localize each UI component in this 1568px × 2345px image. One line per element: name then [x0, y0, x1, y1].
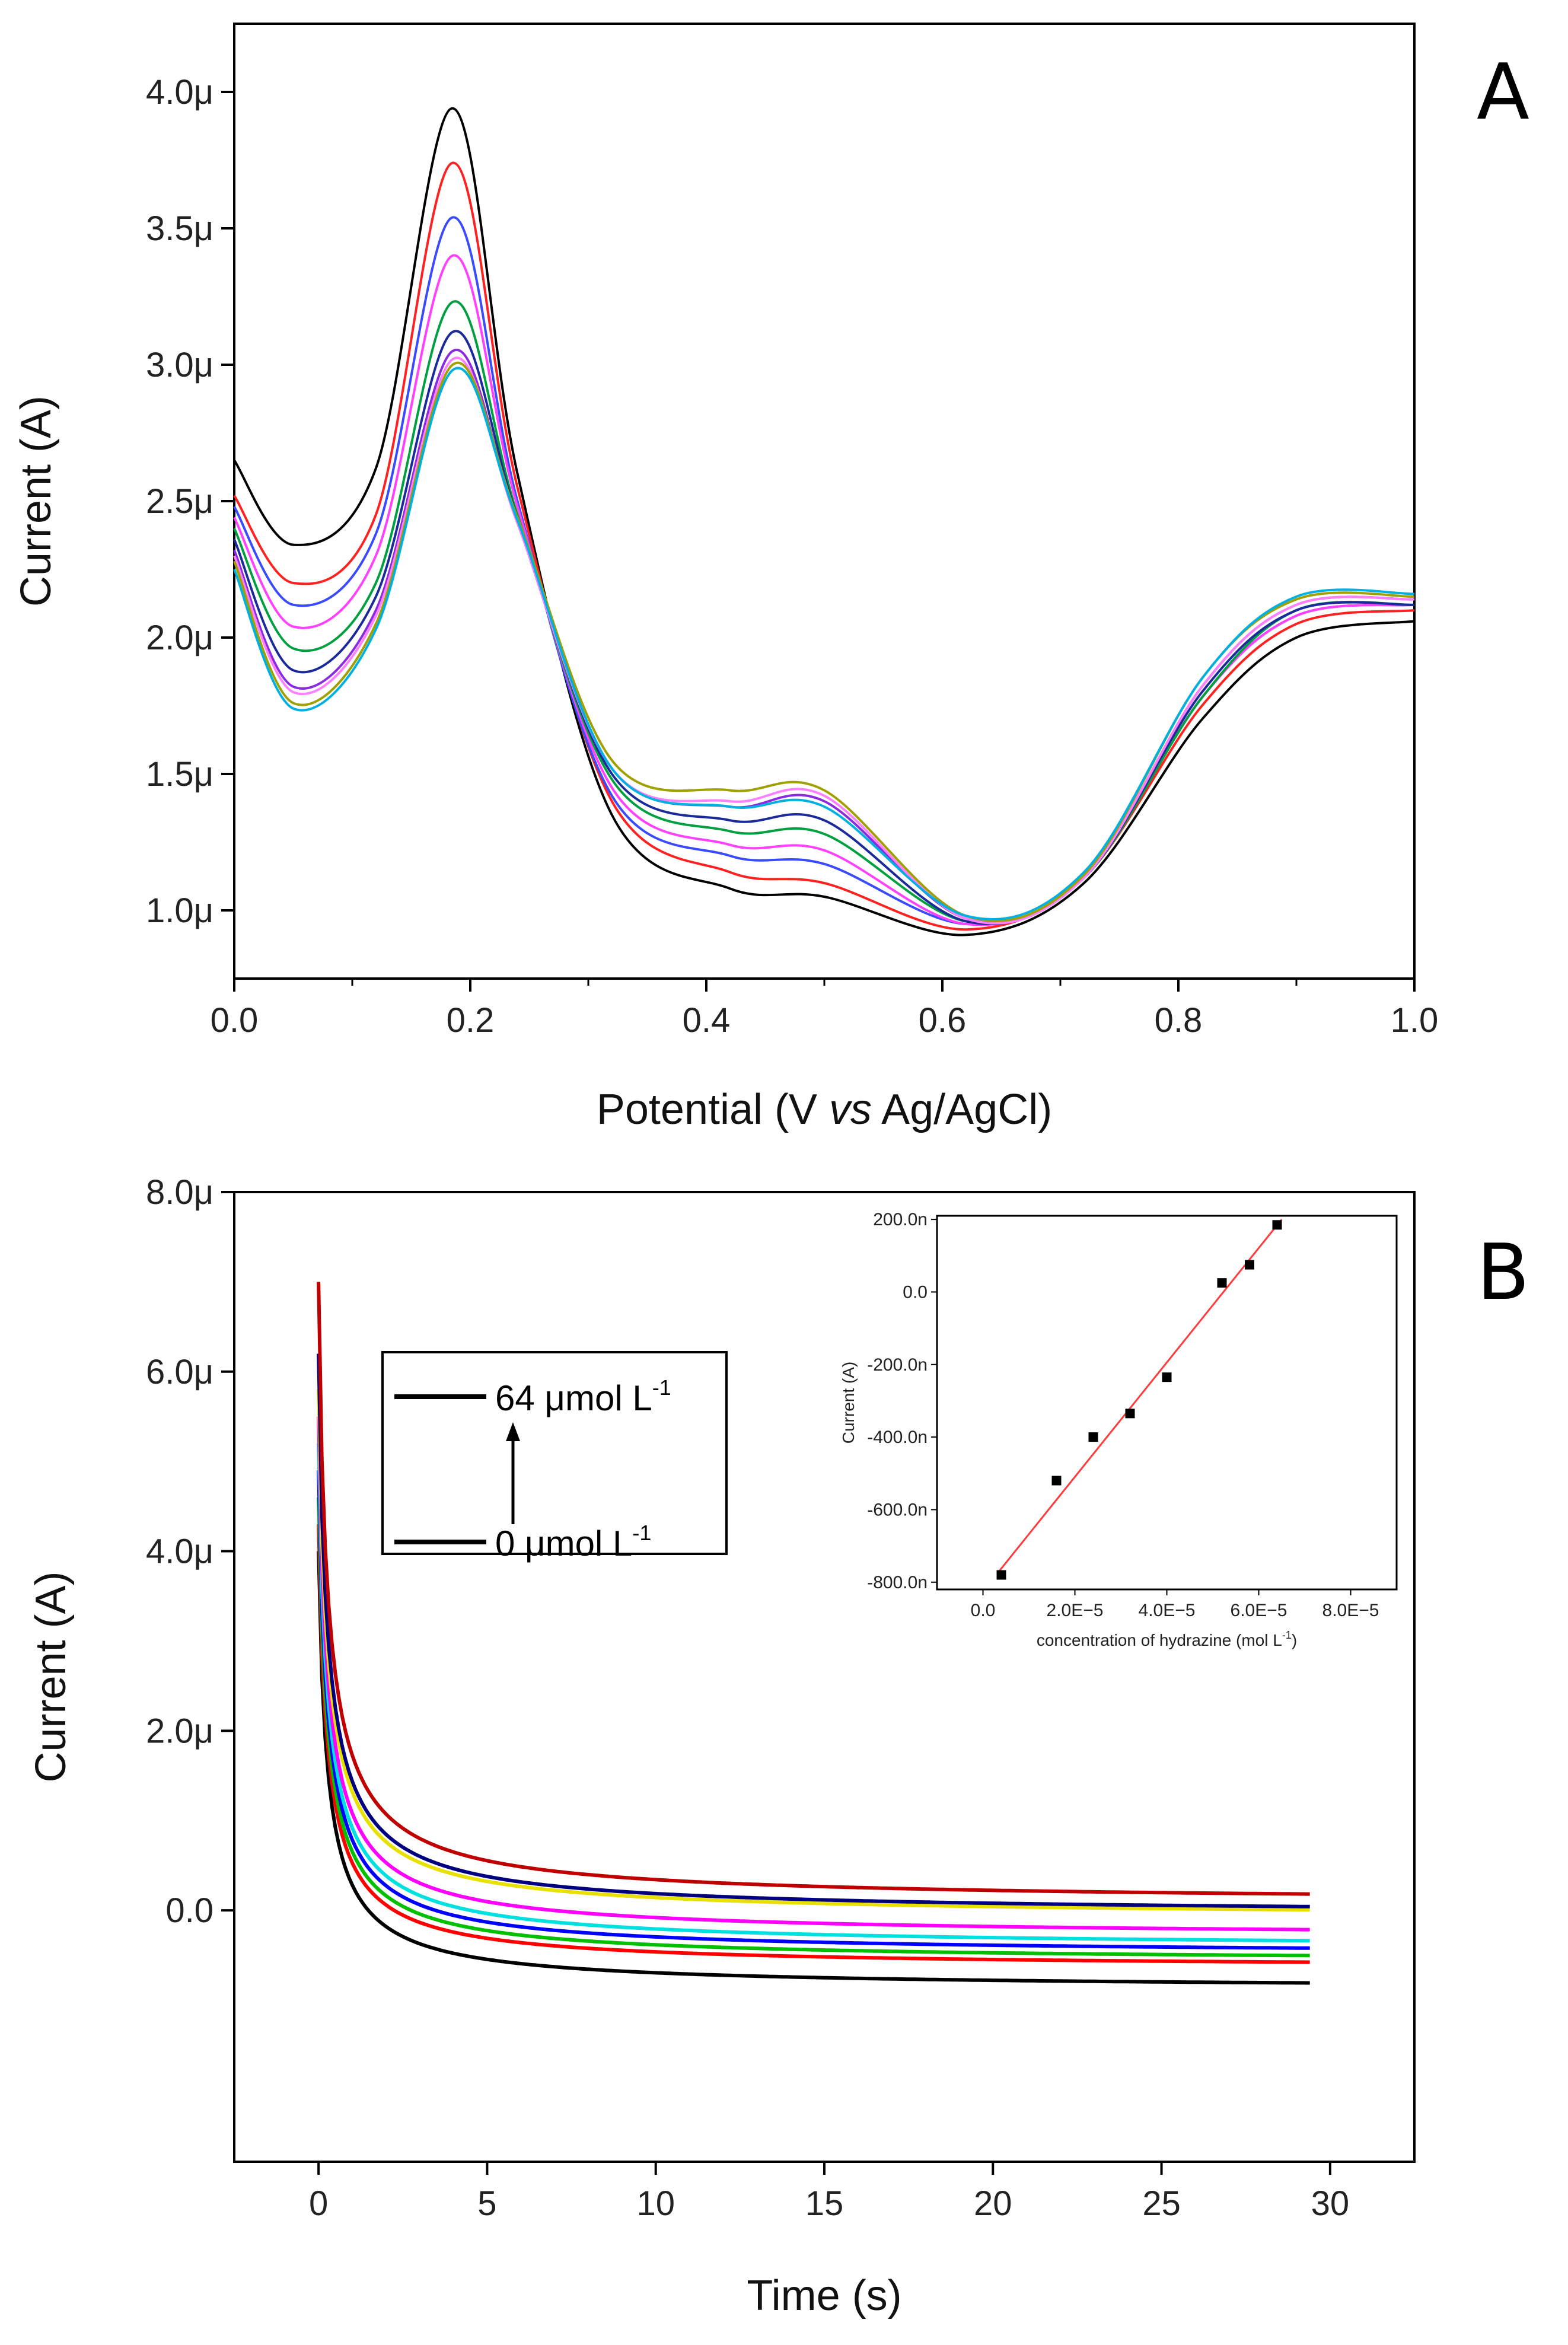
- inset-y-tick-label: 200.0n: [873, 1210, 928, 1229]
- y-tick-label: 8.0μ: [146, 1173, 213, 1212]
- x-tick-label: 0.2: [447, 1001, 495, 1040]
- inset-y-tick-label: -800.0n: [867, 1573, 928, 1592]
- panel-label-a: A: [1477, 47, 1529, 137]
- inset-point: [1125, 1409, 1135, 1419]
- x-tick-label: 0: [309, 2184, 328, 2223]
- inset-y-tick-label: -600.0n: [867, 1500, 928, 1519]
- series-line-6: [317, 1416, 1310, 1932]
- series-line-2: [233, 161, 1415, 931]
- x-tick-label: 0.0: [211, 1001, 259, 1040]
- series-line-10: [233, 367, 1415, 920]
- y-tick-label: 3.5μ: [146, 209, 213, 248]
- legend-arrowhead: [506, 1422, 520, 1441]
- y-tick-label: 4.0μ: [146, 73, 213, 111]
- chart-b: 0 5 10 15 20 25 30 0.0 2.0μ 4.0μ 6.0μ 8.0μ Time (s) C…: [27, 1173, 1416, 2319]
- chart-b-legend: 64 μmol L-1 0 μmol L-1: [381, 1351, 728, 1563]
- series-line-4: [233, 254, 1415, 926]
- chart-a: 0.0 0.2 0.4 0.6 0.8 1.0 1.0μ 1.5μ 2.0μ 2.5μ 3.0μ 3.…: [12, 23, 1439, 1133]
- inset-point: [1088, 1432, 1098, 1442]
- series-line-3: [317, 1497, 1310, 1958]
- x-tick-label: 0.4: [683, 1001, 731, 1040]
- series-line-6: [233, 330, 1415, 926]
- inset-x-tick-label: 8.0E−5: [1322, 1601, 1379, 1620]
- inset-point: [996, 1570, 1006, 1580]
- y-tick-label: 4.0μ: [146, 1532, 213, 1571]
- x-tick-label: 30: [1311, 2184, 1350, 2223]
- x-axis-label: Time (s): [747, 2272, 901, 2319]
- series-line-1: [233, 107, 1415, 936]
- inset-y-tick-label: -200.0n: [867, 1355, 928, 1375]
- series-line-5: [317, 1443, 1310, 1943]
- x-tick-label: 1.0: [1391, 1001, 1439, 1040]
- inset-x-tick-label: 0.0: [971, 1601, 996, 1620]
- x-axis-label: Potential (V vs Ag/AgCl): [597, 1086, 1052, 1133]
- x-tick-label: 0.6: [919, 1001, 967, 1040]
- x-tick-label: 5: [477, 2184, 496, 2223]
- inset-point: [1245, 1260, 1254, 1270]
- series-line-8: [233, 356, 1415, 925]
- x-tick-label: 15: [805, 2184, 844, 2223]
- inset-x-tick-label: 6.0E−5: [1231, 1601, 1287, 1620]
- legend-label-top: 64 μmol L-1: [495, 1375, 671, 1418]
- inset-y-tick-label: -400.0n: [867, 1428, 928, 1447]
- y-axis-label: Current (A): [27, 1571, 75, 1782]
- legend-box: [381, 1351, 728, 1555]
- series-line-3: [233, 216, 1415, 926]
- x-tick-label: 25: [1142, 2184, 1181, 2223]
- y-tick-label: 6.0μ: [146, 1353, 213, 1391]
- y-tick-label: 2.5μ: [146, 482, 213, 521]
- y-axis-label: Current (A): [12, 396, 60, 607]
- y-tick-label: 0.0: [165, 1891, 213, 1930]
- inset-x-tick-label: 2.0E−5: [1047, 1601, 1104, 1620]
- panel-label-b: B: [1477, 1227, 1529, 1317]
- y-tick-label: 1.0μ: [146, 891, 213, 930]
- x-tick-label: 0.8: [1155, 1001, 1203, 1040]
- series-line-2: [317, 1524, 1310, 1964]
- inset-y-tick-label: 0.0: [903, 1282, 928, 1302]
- legend-label-bottom: 0 μmol L-1: [495, 1521, 651, 1563]
- series-line-8: [317, 1353, 1310, 1909]
- inset-x-tick-label: 4.0E−5: [1139, 1601, 1196, 1620]
- series-line-1: [317, 1551, 1310, 1985]
- y-tick-label: 2.0μ: [146, 619, 213, 657]
- y-tick-label: 3.0μ: [146, 346, 213, 384]
- inset-point: [1162, 1372, 1172, 1382]
- x-tick-label: 20: [974, 2184, 1012, 2223]
- series-line-7: [317, 1390, 1310, 1912]
- inset-x-axis-label: concentration of hydrazine (mol L-1): [1037, 1629, 1297, 1649]
- inset-point: [1051, 1476, 1062, 1486]
- y-tick-label: 2.0μ: [146, 1712, 213, 1750]
- series-line-5: [233, 300, 1415, 925]
- series-line-4: [317, 1470, 1310, 1950]
- inset-y-axis-label: Current (A): [839, 1362, 858, 1444]
- inset-point: [1272, 1220, 1282, 1230]
- inset-fit-line: [998, 1219, 1283, 1572]
- inset-point: [1217, 1278, 1227, 1288]
- series-line-9: [317, 1282, 1310, 1896]
- chart-b-inset: 0.0 2.0E−5 4.0E−5 6.0E−5 8.0E−5 -800.0n -600.0…: [839, 1210, 1398, 1649]
- x-tick-label: 10: [636, 2184, 675, 2223]
- y-tick-label: 1.5μ: [146, 755, 213, 794]
- inset-frame: [936, 1215, 1398, 1591]
